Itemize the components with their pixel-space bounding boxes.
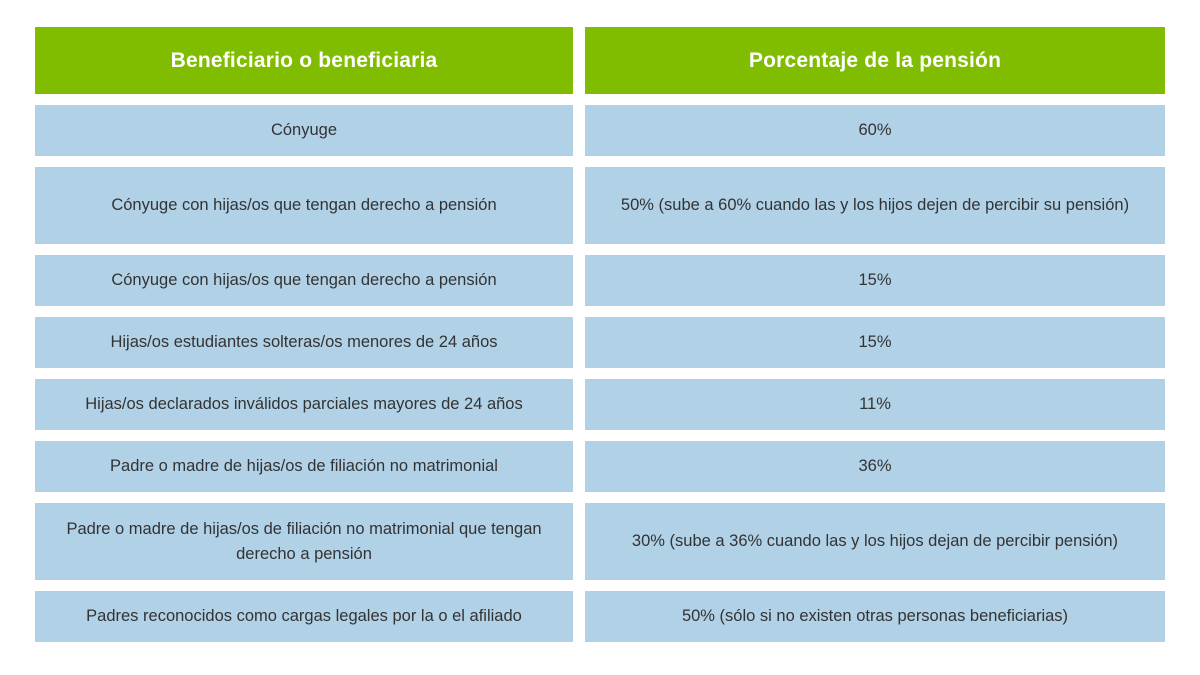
table-row: Hijas/os estudiantes solteras/os menores… [35, 317, 1165, 368]
table-row: Padre o madre de hijas/os de filiación n… [35, 441, 1165, 492]
header-beneficiary: Beneficiario o beneficiaria [35, 27, 573, 94]
percentage-cell: 15% [585, 255, 1165, 306]
table-row: Hijas/os declarados inválidos parciales … [35, 379, 1165, 430]
table-row: Cónyuge 60% [35, 105, 1165, 156]
beneficiary-cell: Cónyuge con hijas/os que tengan derecho … [35, 255, 573, 306]
percentage-cell: 60% [585, 105, 1165, 156]
percentage-cell: 30% (sube a 36% cuando las y los hijos d… [585, 503, 1165, 580]
beneficiary-cell: Hijas/os estudiantes solteras/os menores… [35, 317, 573, 368]
beneficiary-cell: Padre o madre de hijas/os de filiación n… [35, 441, 573, 492]
percentage-cell: 15% [585, 317, 1165, 368]
percentage-cell: 50% (sólo si no existen otras personas b… [585, 591, 1165, 642]
beneficiary-cell: Cónyuge con hijas/os que tengan derecho … [35, 167, 573, 244]
header-percentage: Porcentaje de la pensión [585, 27, 1165, 94]
table-row: Cónyuge con hijas/os que tengan derecho … [35, 167, 1165, 244]
pension-table: Beneficiario o beneficiaria Porcentaje d… [35, 27, 1165, 653]
beneficiary-cell: Cónyuge [35, 105, 573, 156]
table-row: Cónyuge con hijas/os que tengan derecho … [35, 255, 1165, 306]
table-header-row: Beneficiario o beneficiaria Porcentaje d… [35, 27, 1165, 94]
table-row: Padres reconocidos como cargas legales p… [35, 591, 1165, 642]
beneficiary-cell: Padre o madre de hijas/os de filiación n… [35, 503, 573, 580]
table-row: Padre o madre de hijas/os de filiación n… [35, 503, 1165, 580]
beneficiary-cell: Padres reconocidos como cargas legales p… [35, 591, 573, 642]
beneficiary-cell: Hijas/os declarados inválidos parciales … [35, 379, 573, 430]
percentage-cell: 36% [585, 441, 1165, 492]
percentage-cell: 50% (sube a 60% cuando las y los hijos d… [585, 167, 1165, 244]
percentage-cell: 11% [585, 379, 1165, 430]
